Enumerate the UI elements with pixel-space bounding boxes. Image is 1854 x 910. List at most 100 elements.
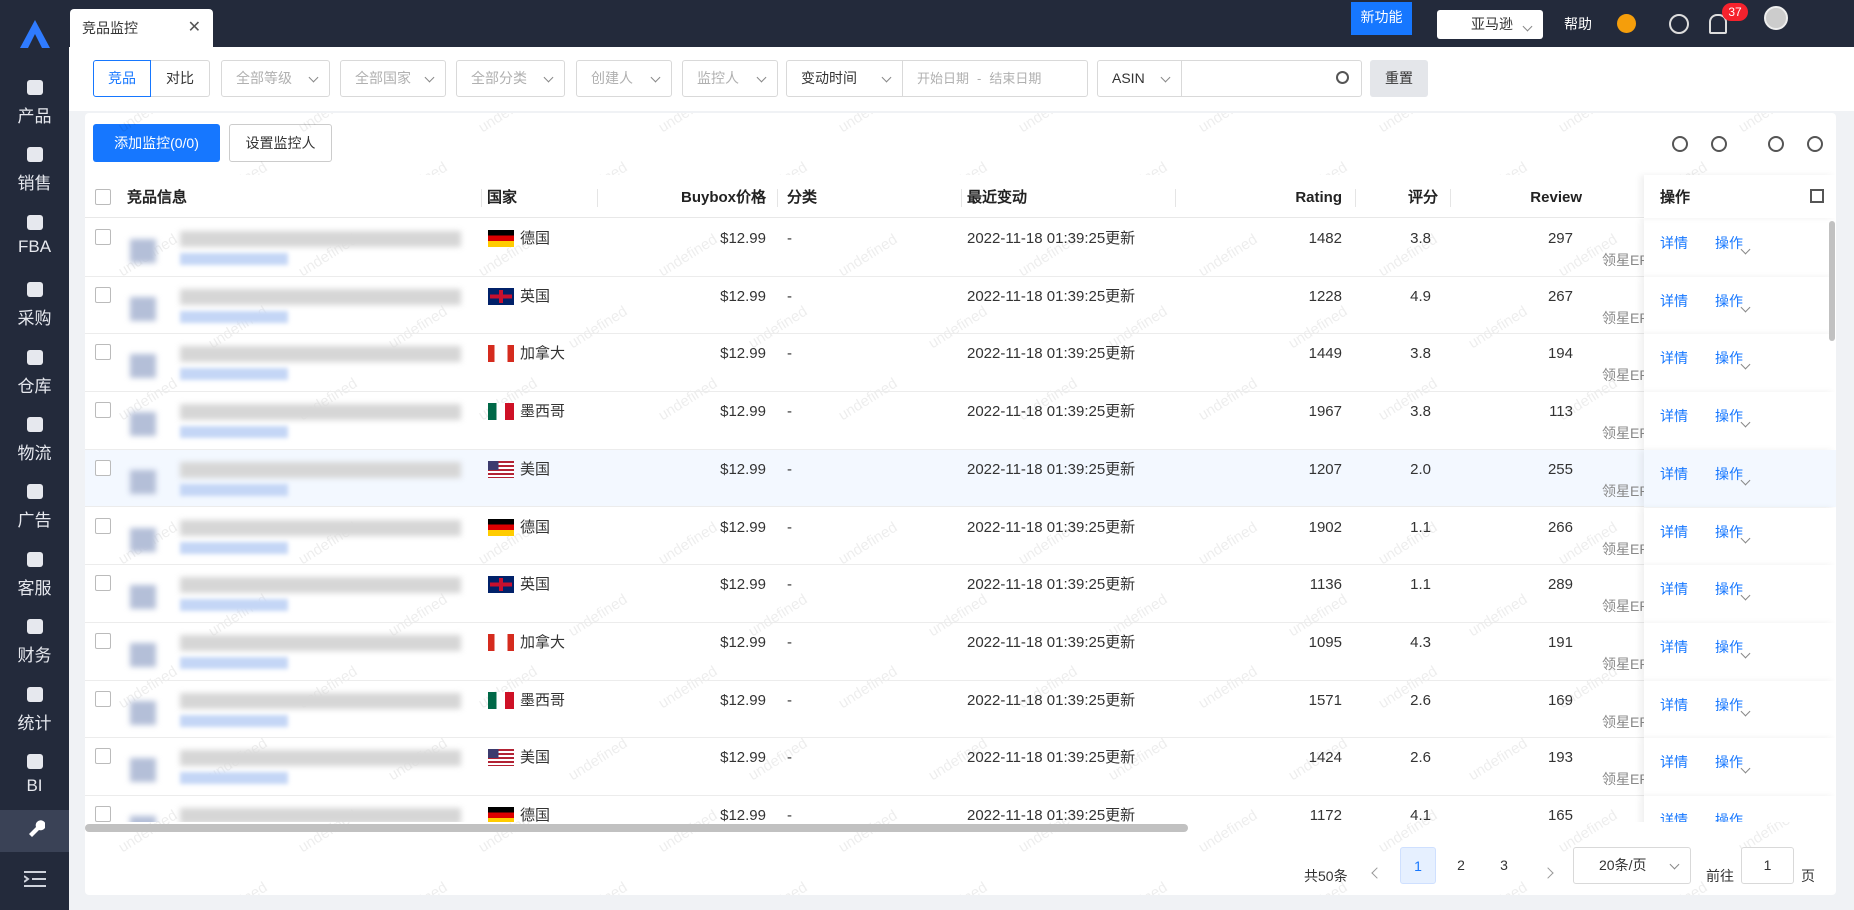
avatar[interactable] (1764, 6, 1788, 30)
sidebar-icon[interactable] (27, 282, 43, 298)
action-link[interactable]: 操作 (1715, 406, 1761, 426)
action-link[interactable]: 操作 (1715, 579, 1761, 599)
action-link[interactable]: 操作 (1715, 810, 1761, 822)
service-icon[interactable] (1617, 14, 1636, 33)
product-image[interactable] (130, 469, 156, 494)
filter-select[interactable]: 全部分类 (456, 60, 565, 97)
checkbox[interactable] (95, 286, 111, 303)
toolbar-icon[interactable] (1711, 136, 1727, 152)
product-asin[interactable] (180, 599, 288, 612)
detail-link[interactable]: 详情 (1660, 523, 1688, 540)
detail-link[interactable]: 详情 (1660, 754, 1688, 771)
action-link[interactable]: 操作 (1715, 522, 1761, 542)
product-asin[interactable] (180, 541, 288, 554)
next[interactable] (1542, 867, 1554, 879)
sidebar-icon[interactable] (27, 214, 43, 230)
h-scrollbar[interactable] (85, 824, 1188, 832)
new-feature[interactable]: 新功能 (1351, 2, 1412, 35)
action-link[interactable]: 操作 (1715, 464, 1761, 484)
table-row[interactable]: 德国 $12.99 - 2022-11-18 01:39:25更新 1172 4.1 165… (85, 796, 1836, 822)
sidebar-label[interactable]: 广告 (17, 511, 52, 531)
sidebar-icon[interactable] (27, 686, 43, 702)
product-image[interactable] (130, 700, 156, 725)
marketplace-select[interactable]: 亚马逊 (1437, 10, 1543, 39)
bell-icon[interactable] (1709, 14, 1727, 34)
product-asin[interactable] (180, 483, 288, 496)
product-asin[interactable] (180, 772, 288, 785)
detail-link[interactable]: 详情 (1660, 581, 1688, 598)
action-link[interactable]: 操作 (1715, 291, 1761, 311)
detail-link[interactable]: 详情 (1660, 350, 1688, 367)
table-row[interactable]: 德国 $12.99 - 2022-11-18 01:39:25更新 1482 3.8 297… (85, 219, 1836, 277)
sidebar-label[interactable]: 产品 (17, 107, 52, 126)
product-title[interactable] (180, 461, 461, 478)
column-header[interactable]: Buybox价格 (680, 189, 766, 206)
sidebar-active[interactable] (0, 810, 69, 852)
action-link[interactable]: 操作 (1715, 695, 1761, 715)
search-field-select[interactable]: ASIN (1097, 60, 1182, 97)
page-button[interactable]: 2 (1457, 857, 1465, 873)
sidebar-icon[interactable] (27, 349, 43, 365)
search-icon[interactable] (1336, 71, 1349, 84)
toolbar-icon[interactable] (1672, 136, 1688, 152)
menu-icon[interactable] (24, 870, 46, 888)
checkbox[interactable] (95, 517, 111, 534)
add-button[interactable]: 添加监控(0/0) (93, 124, 220, 162)
v-scrollbar[interactable] (1829, 221, 1835, 341)
checkbox[interactable] (95, 344, 111, 361)
filter-select[interactable]: 创建人 (576, 60, 672, 97)
set-monitor-button[interactable]: 设置监控人 (229, 124, 332, 162)
table-row[interactable]: 德国 $12.99 - 2022-11-18 01:39:25更新 1902 1.1 266… (85, 507, 1836, 566)
product-image[interactable] (130, 642, 156, 667)
product-image[interactable] (130, 296, 156, 321)
sidebar-label[interactable]: 销售 (17, 174, 52, 194)
product-title[interactable] (180, 346, 461, 363)
product-image[interactable] (130, 354, 156, 379)
column-header[interactable]: 评分 (1407, 189, 1438, 206)
checkbox[interactable] (95, 690, 111, 707)
product-title[interactable] (180, 808, 461, 822)
product-image[interactable] (130, 527, 156, 552)
mode-button[interactable]: 对比 (151, 60, 210, 97)
sidebar-label[interactable]: 财务 (17, 646, 52, 666)
mode-button[interactable]: 竞品 (93, 60, 151, 97)
action-link[interactable]: 操作 (1715, 637, 1761, 657)
checkbox[interactable] (95, 806, 111, 822)
detail-link[interactable]: 详情 (1660, 292, 1688, 309)
table-row[interactable]: 美国 $12.99 - 2022-11-18 01:39:25更新 1424 2.6 193… (85, 738, 1836, 796)
detail-link[interactable]: 详情 (1660, 696, 1688, 713)
detail-link[interactable]: 详情 (1660, 235, 1688, 251)
expand-icon[interactable] (1810, 189, 1824, 203)
product-image[interactable] (130, 758, 156, 783)
product-asin[interactable] (180, 714, 288, 727)
product-image[interactable] (130, 239, 156, 263)
detail-link[interactable]: 详情 (1660, 465, 1688, 482)
table-row[interactable]: 英国 $12.99 - 2022-11-18 01:39:25更新 1228 4.9 267… (85, 276, 1836, 335)
table-row[interactable]: 美国 $12.99 - 2022-11-18 01:39:25更新 1207 2.0 255… (85, 449, 1836, 508)
toolbar-icon[interactable] (1807, 136, 1823, 152)
product-image[interactable] (130, 816, 156, 822)
checkbox[interactable] (95, 748, 111, 765)
product-asin[interactable] (180, 656, 288, 669)
product-image[interactable] (130, 412, 156, 437)
action-link[interactable]: 操作 (1715, 348, 1761, 368)
column-header[interactable]: Review (1530, 189, 1582, 206)
filter-select[interactable]: 全部国家 (340, 60, 446, 97)
detail-link[interactable]: 详情 (1660, 408, 1688, 425)
date-range[interactable]: 开始日期 - 结束日期 (902, 60, 1088, 97)
action-link[interactable]: 操作 (1715, 752, 1761, 772)
product-title[interactable] (180, 750, 461, 767)
table-row[interactable]: 加拿大 $12.99 - 2022-11-18 01:39:25更新 1449 3.8 19… (85, 334, 1836, 393)
product-title[interactable] (180, 231, 461, 247)
detail-link[interactable]: 详情 (1660, 812, 1688, 822)
action-link[interactable]: 操作 (1715, 233, 1761, 253)
product-title[interactable] (180, 692, 461, 709)
sidebar-icon[interactable] (27, 754, 43, 769)
sidebar-label[interactable]: 统计 (17, 713, 52, 733)
download-icon[interactable] (1669, 14, 1689, 34)
sidebar-label[interactable]: FBA (17, 236, 52, 256)
table-row[interactable]: 英国 $12.99 - 2022-11-18 01:39:25更新 1136 1.1 289… (85, 565, 1836, 623)
sidebar-label[interactable]: BI (26, 776, 43, 795)
page-button[interactable]: 1 (1400, 847, 1436, 884)
product-asin[interactable] (180, 253, 288, 265)
